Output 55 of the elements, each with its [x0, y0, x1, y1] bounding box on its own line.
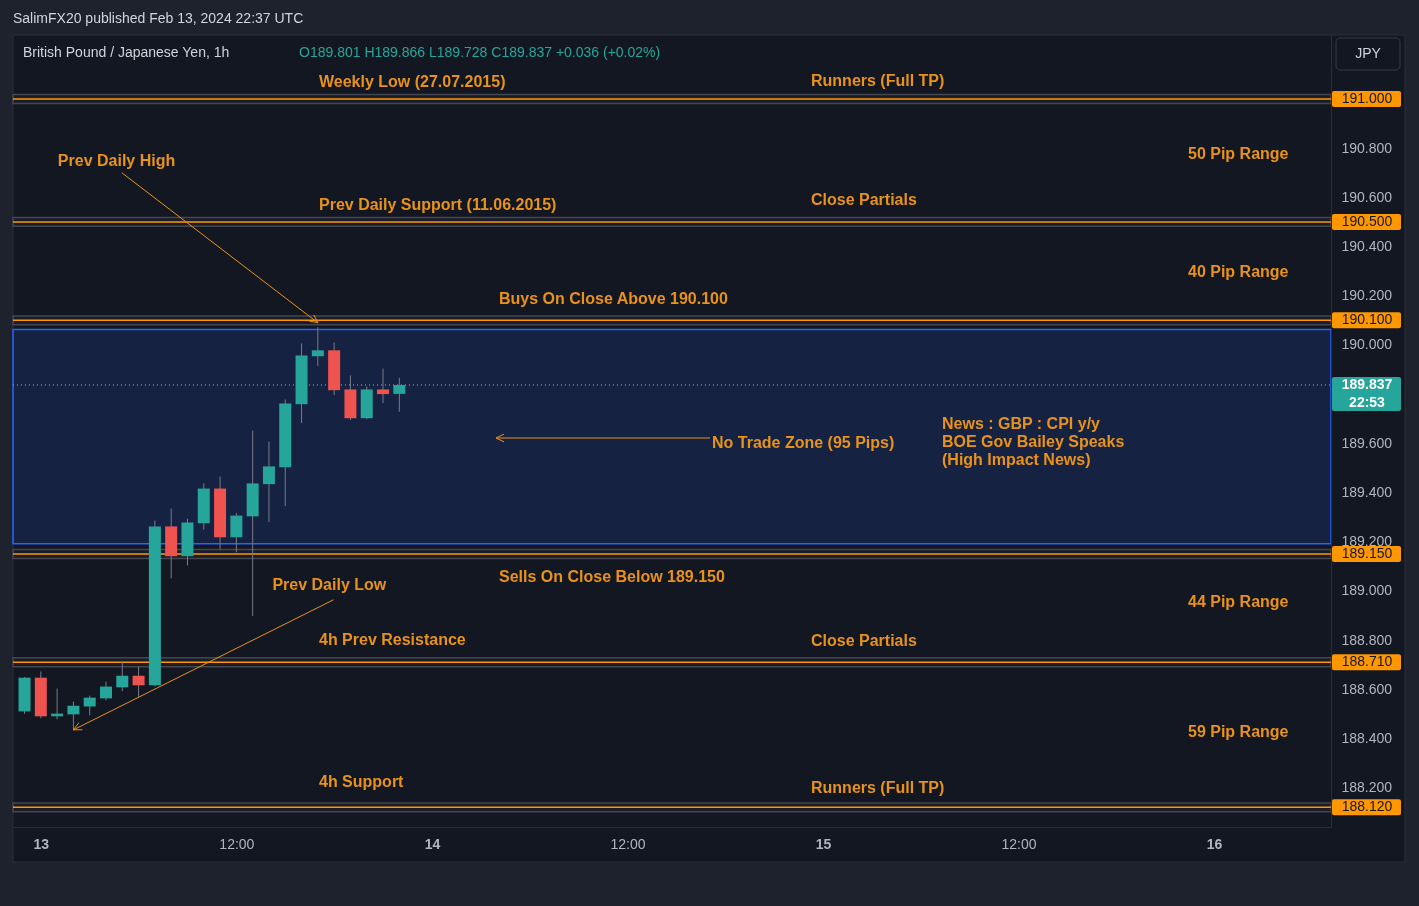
- candlestick: [116, 661, 129, 692]
- y-tick-label: 190.400: [1341, 238, 1393, 255]
- ref-line-label: 188.120: [1341, 798, 1393, 815]
- y-tick-label: 188.200: [1341, 779, 1393, 796]
- candlestick: [311, 326, 324, 367]
- annotation: Buys On Close Above 190.100: [499, 290, 728, 307]
- ref-line-label: 190.500: [1341, 212, 1393, 229]
- x-tick-label: 14: [424, 835, 441, 852]
- annotation: 4h Support: [319, 773, 405, 790]
- y-tick-label: 188.800: [1341, 631, 1393, 648]
- annotation: 40 Pip Range: [1188, 263, 1289, 280]
- y-tick-label: 189.600: [1341, 434, 1393, 451]
- x-tick-label: 16: [1206, 835, 1223, 852]
- y-tick-label: 190.000: [1341, 336, 1393, 353]
- text: SalimFX20 published Feb 13, 2024 22:37 UTC: [13, 10, 304, 26]
- candlestick: [230, 512, 243, 553]
- y-tick-label: 189.400: [1341, 483, 1393, 500]
- y-axis-title: JPY: [1355, 45, 1382, 61]
- y-tick-label: 189.000: [1341, 582, 1393, 599]
- x-tick-label: 12:00: [1001, 835, 1037, 852]
- candlestick: [83, 695, 96, 716]
- annotation: 44 Pip Range: [1188, 593, 1289, 610]
- y-tick-label: 188.600: [1341, 680, 1393, 697]
- annotation: Prev Daily Low: [272, 575, 387, 593]
- ref-line-label: 191.000: [1341, 89, 1393, 106]
- annotation: Runners (Full TP): [811, 779, 945, 796]
- text: British Pound / Japanese Yen, 1h: [23, 44, 230, 60]
- y-tick-label: 190.800: [1341, 139, 1393, 156]
- annotation: 50 Pip Range: [1188, 145, 1289, 162]
- y-tick-label: 188.400: [1341, 729, 1393, 746]
- annotation: 59 Pip Range: [1188, 723, 1289, 740]
- text: O189.801 H189.866 L189.728 C189.837 +0.036 (+0.02%): [299, 44, 661, 60]
- candlestick: [132, 666, 145, 698]
- annotation: Runners (Full TP): [811, 72, 945, 89]
- annotation: Prev Daily High: [57, 151, 176, 169]
- x-tick-label: 13: [33, 835, 50, 852]
- x-tick-label: 15: [815, 835, 832, 852]
- annotation: Sells On Close Below 189.150: [499, 568, 725, 585]
- annotation: Close Partials: [811, 632, 917, 649]
- annotation: No Trade Zone (95 Pips): [712, 434, 895, 451]
- candlestick: [100, 681, 112, 701]
- annotation: Close Partials: [811, 191, 917, 208]
- annotation: Weekly Low (27.07.2015): [319, 73, 506, 90]
- annotation: Prev Daily Support (11.06.2015): [319, 196, 557, 213]
- y-tick-label: 190.200: [1341, 287, 1393, 304]
- ref-line-label: 188.710: [1341, 653, 1393, 670]
- y-tick-label: 190.600: [1341, 188, 1393, 205]
- x-tick-label: 12:00: [219, 835, 255, 852]
- candlestick: [377, 368, 390, 404]
- candlestick: [262, 441, 275, 523]
- annotation: News : GBP : CPI y/y BOE Gov Bailey Speaks (High Impact News): [942, 415, 1125, 468]
- ref-line-label: 190.100: [1341, 311, 1393, 328]
- ref-line-label: 189.837 22:53: [1341, 376, 1393, 410]
- x-tick-label: 12:00: [610, 835, 646, 852]
- annotation: 4h Prev Resistance: [319, 631, 466, 648]
